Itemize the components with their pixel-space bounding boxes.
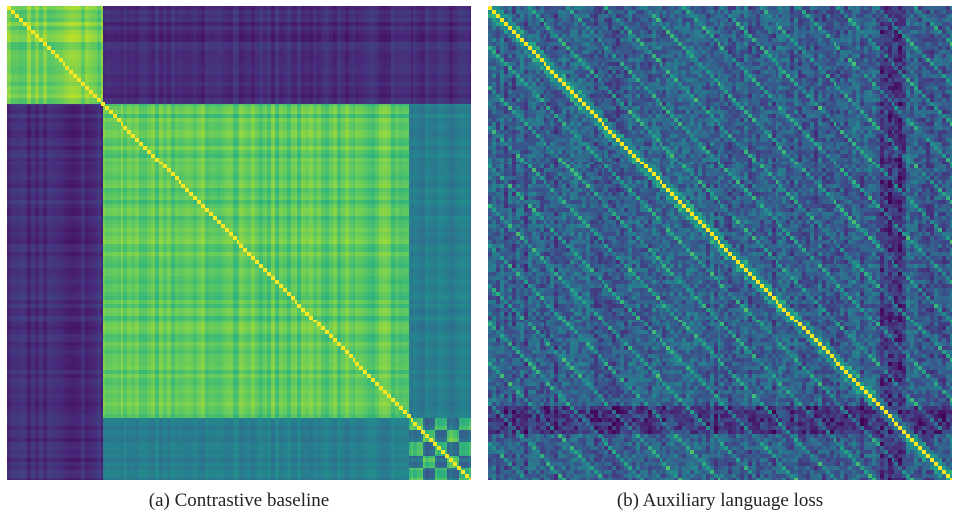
caption-b: (b) Auxiliary language loss — [616, 490, 824, 511]
heatmap-canvas-b — [488, 6, 952, 480]
heatmap-contrastive — [7, 6, 471, 480]
heatmap-auxiliary — [488, 6, 952, 480]
caption-a: (a) Contrastive baseline — [148, 490, 330, 511]
heatmap-canvas-a — [7, 6, 471, 480]
